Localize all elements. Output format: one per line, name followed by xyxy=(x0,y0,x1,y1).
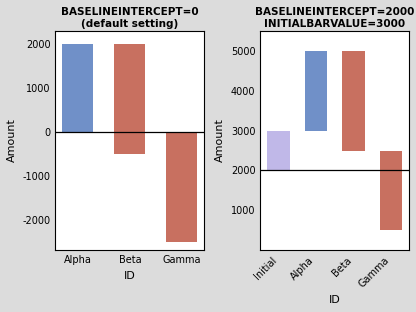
X-axis label: ID: ID xyxy=(124,271,136,281)
Bar xyxy=(114,44,146,154)
Y-axis label: Amount: Amount xyxy=(215,119,225,163)
Y-axis label: Amount: Amount xyxy=(7,119,17,163)
Bar xyxy=(342,51,365,150)
Title: BASELINEINTERCEPT=2000
INITIALBARVALUE=3000: BASELINEINTERCEPT=2000 INITIALBARVALUE=3… xyxy=(255,7,414,28)
Title: BASELINEINTERCEPT=0
(default setting): BASELINEINTERCEPT=0 (default setting) xyxy=(61,7,199,28)
Bar xyxy=(380,150,402,230)
X-axis label: ID: ID xyxy=(329,295,341,305)
Bar xyxy=(62,44,94,132)
Bar xyxy=(305,51,327,130)
Bar xyxy=(166,132,198,241)
Bar xyxy=(267,130,290,170)
